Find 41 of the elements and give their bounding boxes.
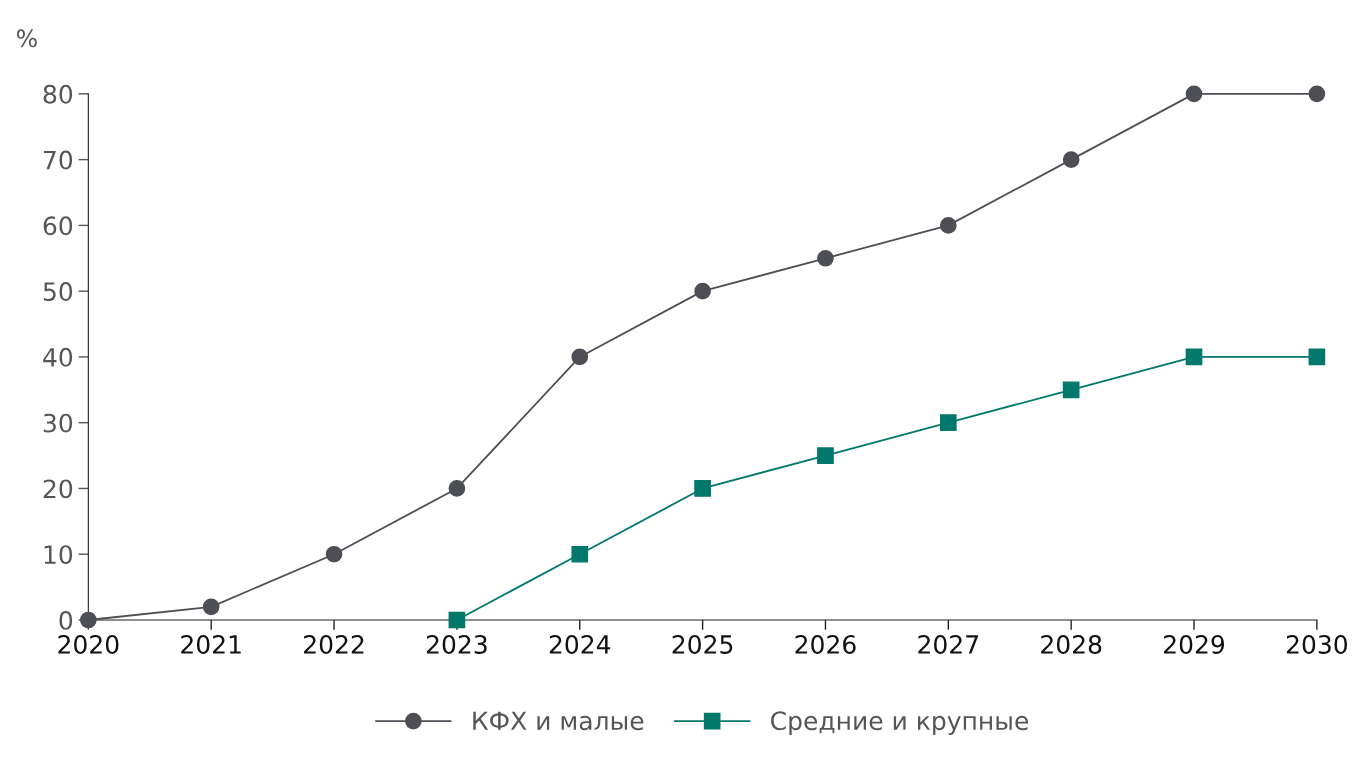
x-tick-label: 2026 xyxy=(795,635,856,654)
point xyxy=(448,611,466,629)
x-tick-label: 2030 xyxy=(1286,635,1348,654)
x-tick-label: 2025 xyxy=(672,635,733,654)
y-tick-label: 80 xyxy=(43,84,73,104)
point xyxy=(571,348,589,366)
point xyxy=(448,480,466,497)
point xyxy=(1185,85,1203,103)
point xyxy=(1062,151,1080,168)
point xyxy=(1308,348,1326,366)
x-tick-label: 2029 xyxy=(1164,635,1225,654)
legend-label: КФХ и малые xyxy=(473,711,644,731)
point xyxy=(694,282,711,300)
y-tick-label: 0 xyxy=(59,610,73,630)
y-tick-label: 50 xyxy=(43,282,73,302)
y-tick-label: 60 xyxy=(43,216,73,236)
legend-label: Средние и крупные xyxy=(771,711,1029,736)
point xyxy=(1308,85,1326,103)
point xyxy=(817,249,834,267)
y-tick-label: 30 xyxy=(43,413,73,433)
point xyxy=(202,598,220,616)
x-tick-label: 2024 xyxy=(549,635,611,654)
x-tick-label: 2022 xyxy=(304,635,364,654)
point xyxy=(694,480,711,497)
point xyxy=(571,545,589,563)
point xyxy=(939,414,957,432)
y-tick-label: 40 xyxy=(43,347,73,367)
point xyxy=(939,217,957,234)
point xyxy=(1185,348,1203,366)
x-tick-label: 2020 xyxy=(58,635,119,654)
y-axis-title: % xyxy=(16,29,37,48)
y-tick-label: 70 xyxy=(43,150,73,170)
x-tick-label: 2028 xyxy=(1041,635,1102,654)
y-tick-label: 10 xyxy=(44,545,73,565)
point xyxy=(817,447,834,464)
point xyxy=(1062,381,1080,399)
y-tick-label: 20 xyxy=(43,479,73,499)
x-tick-label: 2021 xyxy=(181,635,241,654)
x-tick-label: 2023 xyxy=(426,635,487,654)
x-tick-label: 2027 xyxy=(918,635,978,654)
point xyxy=(325,545,343,563)
